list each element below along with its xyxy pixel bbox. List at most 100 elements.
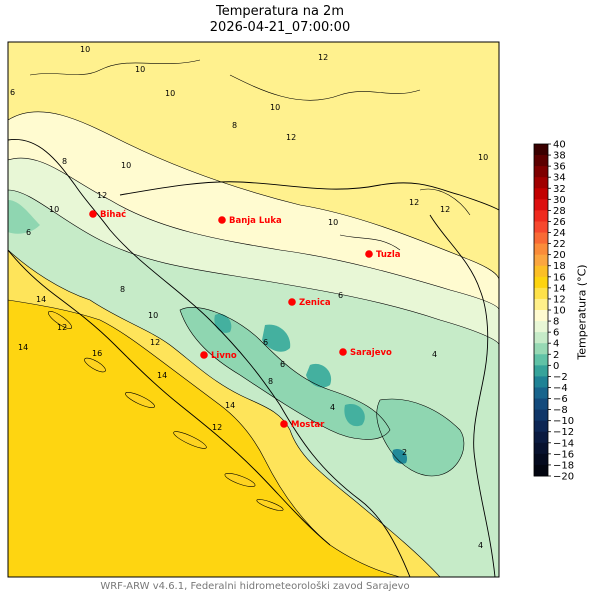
city-marker xyxy=(200,351,208,359)
city-label: Tuzla xyxy=(376,250,401,260)
contour-label: 10 xyxy=(49,205,59,214)
colorbar-tick-label: −8 xyxy=(553,405,568,416)
contour-label: 2 xyxy=(402,448,407,457)
contour-label: 6 xyxy=(26,228,31,237)
contour-band-2 xyxy=(306,363,332,388)
city-marker xyxy=(89,210,97,218)
colorbar-tick-label: 26 xyxy=(553,217,566,228)
city-label: Mostar xyxy=(291,420,325,430)
contour-label: 12 xyxy=(318,53,328,62)
contour-label: 10 xyxy=(80,45,90,54)
city-marker xyxy=(280,420,288,428)
contour-label: 12 xyxy=(409,198,419,207)
colorbar-segment xyxy=(534,420,548,433)
colorbar-segment xyxy=(534,287,548,300)
colorbar-segment xyxy=(534,376,548,388)
colorbar-segment xyxy=(534,354,548,366)
contour-label: 14 xyxy=(18,343,28,352)
contour-label: 8 xyxy=(120,285,125,294)
colorbar-tick-label: 8 xyxy=(553,317,559,328)
colorbar-tick-label: 16 xyxy=(553,272,566,283)
colorbar-tick-label: 10 xyxy=(553,306,566,317)
colorbar-segment xyxy=(534,442,548,455)
contour-band-2 xyxy=(214,313,232,333)
contour-label: 12 xyxy=(97,191,107,200)
colorbar-segment xyxy=(534,210,548,222)
contour-band-2 xyxy=(262,324,291,352)
contour-labels: 1010101081212101210121012106868101214141… xyxy=(10,45,488,550)
colorbar-tick-label: −18 xyxy=(553,460,574,471)
colorbar-segment xyxy=(534,398,548,410)
colorbar-segment xyxy=(534,387,548,399)
contour-label: 4 xyxy=(478,541,483,550)
contour-label: 4 xyxy=(432,350,437,359)
colorbar-segment xyxy=(534,221,548,233)
colorbar-tick-label: −12 xyxy=(553,427,574,438)
colorbar-label: Temperatura (°C) xyxy=(575,264,589,360)
contour-label: 10 xyxy=(135,65,145,74)
colorbar-tick-label: 32 xyxy=(553,184,566,195)
city-markers: Bihać Banja Luka Tuzla Zenica Sarajevo Livno M… xyxy=(89,209,401,430)
colorbar-segment xyxy=(534,343,548,355)
contour-label: 6 xyxy=(263,338,268,347)
colorbar-segment xyxy=(534,276,548,289)
colorbar-tick-label: 14 xyxy=(553,283,566,294)
contour-label: 14 xyxy=(157,371,167,380)
colorbar-tick-label: −2 xyxy=(553,372,568,383)
colorbar-tick-label: 30 xyxy=(553,195,566,206)
colorbar-tick-label: −4 xyxy=(553,383,568,394)
colorbar-tick-label: −20 xyxy=(553,472,574,483)
contour-label: 10 xyxy=(148,311,158,320)
colorbar-tick-label: −10 xyxy=(553,416,574,427)
contour-label: 10 xyxy=(270,103,280,112)
colorbar-tick-label: 34 xyxy=(553,173,566,184)
contour-label: 14 xyxy=(225,401,235,410)
contour-label: 10 xyxy=(165,89,175,98)
colorbar-tick-label: 40 xyxy=(553,140,566,151)
colorbar-segment xyxy=(534,310,548,322)
contour-label: 12 xyxy=(57,323,67,332)
contour-label: 4 xyxy=(330,403,335,412)
colorbar-segment xyxy=(534,155,548,167)
contour-label: 8 xyxy=(62,157,67,166)
map-frame xyxy=(7,41,500,578)
city-marker xyxy=(288,298,296,306)
colorbar-segment xyxy=(534,188,548,200)
colorbar-segment xyxy=(534,321,548,333)
colorbar: 4038363432302826242220181614121086420−2−… xyxy=(533,140,574,483)
contour-label: 12 xyxy=(150,338,160,347)
contour-label: 10 xyxy=(478,153,488,162)
colorbar-tick-label: 38 xyxy=(553,151,566,162)
contour-label: 6 xyxy=(10,88,15,97)
colorbar-segment xyxy=(534,365,548,377)
contour-band-4 xyxy=(8,200,40,234)
contour-label: 10 xyxy=(328,218,338,227)
contour-label: 6 xyxy=(280,360,285,369)
colorbar-segment xyxy=(534,265,548,278)
colorbar-segment xyxy=(534,232,548,244)
city-marker xyxy=(218,216,226,224)
colorbar-segment xyxy=(534,409,548,422)
map-area: 1010101081212101210121012106868101214141… xyxy=(8,42,499,577)
colorbar-tick-label: 18 xyxy=(553,261,566,272)
colorbar-tick-label: −6 xyxy=(553,394,568,405)
islands xyxy=(48,311,284,511)
contour-label: 8 xyxy=(268,377,273,386)
contour-band-4 xyxy=(180,307,390,440)
footer-credit: WRF-ARW v4.6.1, Federalni hidrometeorolo… xyxy=(100,581,410,592)
colorbar-segment xyxy=(534,298,548,311)
adriatic-sea-fill xyxy=(8,300,400,577)
city-label: Sarajevo xyxy=(350,348,392,358)
colorbar-tick-label: 28 xyxy=(553,206,566,217)
colorbar-tick-label: −16 xyxy=(553,449,574,460)
colorbar-tick-label: 24 xyxy=(553,228,566,239)
city-label: Zenica xyxy=(299,298,331,308)
contour-band-2 xyxy=(344,404,365,427)
colorbar-tick-label: 4 xyxy=(553,339,559,350)
colorbar-segment xyxy=(534,453,548,466)
colorbar-tick-label: 6 xyxy=(553,328,559,339)
contour-band-0 xyxy=(392,449,408,464)
contour-label: 10 xyxy=(121,161,131,170)
colorbar-tick-label: 12 xyxy=(553,294,566,305)
